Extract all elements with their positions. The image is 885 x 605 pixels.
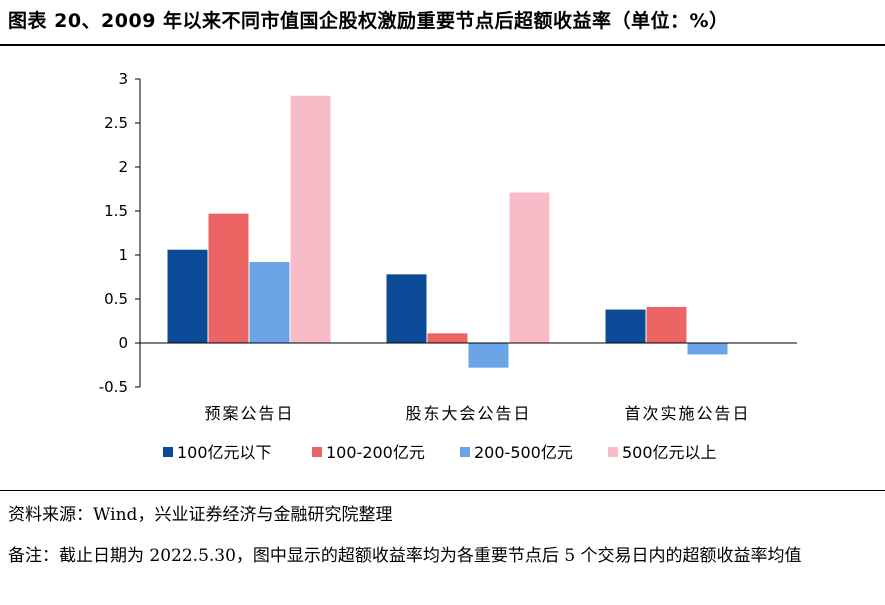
bar [290, 95, 331, 343]
bar [687, 343, 728, 355]
bar-chart: 3 2.5 2 1.5 1 0.5 0 -0.5 预案公告日 股东大会公告日 首次实施公告日 10… [99, 70, 797, 462]
y-tick-label: 2.5 [104, 114, 128, 132]
top-rule [0, 44, 885, 46]
legend: 100亿元以下 100-200亿元 200-500亿元 500亿元以上 [163, 443, 717, 462]
x-category-label: 首次实施公告日 [624, 404, 750, 423]
y-tick-label: 0 [118, 334, 128, 352]
legend-label: 100-200亿元 [326, 443, 425, 462]
y-axis: 3 2.5 2 1.5 1 0.5 0 -0.5 [99, 70, 141, 396]
source-text: 资料来源：Wind，兴业证券经济与金融研究院整理 [8, 505, 393, 525]
bar [509, 192, 550, 343]
bar [646, 306, 687, 343]
x-category-label: 预案公告日 [204, 404, 294, 423]
bar [605, 309, 646, 343]
legend-swatch [460, 447, 470, 457]
legend-swatch [312, 447, 322, 457]
legend-label: 500亿元以上 [622, 443, 717, 462]
x-axis: 预案公告日 股东大会公告日 首次实施公告日 [140, 342, 797, 423]
y-tick-label: 2 [118, 158, 128, 176]
bar [249, 262, 290, 343]
x-category-label: 股东大会公告日 [405, 404, 531, 423]
y-tick-label: -0.5 [99, 378, 128, 396]
figure-title: 图表 20、2009 年以来不同市值国企股权激励重要节点后超额收益率（单位：%） [8, 10, 729, 32]
bar [468, 343, 509, 368]
bars [167, 95, 728, 368]
legend-label: 200-500亿元 [474, 443, 573, 462]
y-tick-label: 1.5 [104, 202, 128, 220]
bar [167, 249, 208, 343]
legend-swatch [608, 447, 618, 457]
legend-swatch [163, 447, 173, 457]
y-tick-label: 3 [118, 70, 128, 88]
legend-label: 100亿元以下 [177, 443, 272, 462]
source-rule [0, 490, 885, 491]
bar [208, 213, 249, 343]
bar [427, 333, 468, 343]
note-text: 备注：截止日期为 2022.5.30，图中显示的超额收益率均为各重要节点后 5 … [8, 546, 802, 566]
y-tick-label: 0.5 [104, 290, 128, 308]
bar [386, 274, 427, 343]
y-tick-label: 1 [118, 246, 128, 264]
